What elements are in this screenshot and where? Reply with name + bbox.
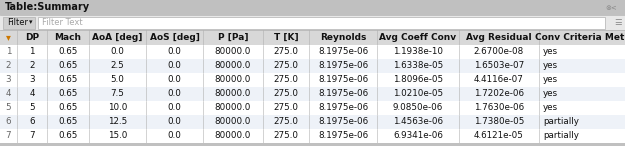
Text: 0.65: 0.65	[58, 89, 78, 99]
Text: 8.1975e-06: 8.1975e-06	[318, 104, 368, 113]
Text: 1.8096e-05: 1.8096e-05	[393, 75, 443, 85]
Text: Table:Summary: Table:Summary	[5, 2, 90, 13]
Text: 0.0: 0.0	[168, 47, 181, 57]
Text: 1.6503e-07: 1.6503e-07	[474, 61, 524, 71]
Text: 12.5: 12.5	[108, 118, 127, 126]
Text: AoA [deg]: AoA [deg]	[92, 33, 142, 42]
Text: 275.0: 275.0	[274, 132, 299, 140]
Text: 275.0: 275.0	[274, 118, 299, 126]
Text: 8.1975e-06: 8.1975e-06	[318, 132, 368, 140]
Text: 0.65: 0.65	[58, 75, 78, 85]
Bar	[3, 16, 35, 28]
Text: 0.0: 0.0	[168, 104, 181, 113]
Text: 2: 2	[6, 61, 11, 71]
Text: 80000.0: 80000.0	[215, 104, 251, 113]
Text: 8.1975e-06: 8.1975e-06	[318, 89, 368, 99]
Text: 1.7380e-05: 1.7380e-05	[474, 118, 524, 126]
Text: 10.0: 10.0	[108, 104, 127, 113]
Text: 0.0: 0.0	[168, 75, 181, 85]
Text: 80000.0: 80000.0	[215, 118, 251, 126]
Text: 1.7630e-06: 1.7630e-06	[474, 104, 524, 113]
Text: 8.1975e-06: 8.1975e-06	[318, 118, 368, 126]
Text: 8.1975e-06: 8.1975e-06	[318, 47, 368, 57]
Text: 5.0: 5.0	[111, 75, 124, 85]
Text: DP: DP	[25, 33, 39, 42]
Text: 4.4116e-07: 4.4116e-07	[474, 75, 524, 85]
Text: 3: 3	[6, 75, 11, 85]
Text: partially: partially	[543, 118, 579, 126]
Text: AoS [deg]: AoS [deg]	[149, 33, 199, 42]
Text: 2: 2	[29, 61, 35, 71]
Text: 3: 3	[29, 75, 35, 85]
Text: 80000.0: 80000.0	[215, 75, 251, 85]
Text: yes: yes	[543, 61, 558, 71]
Text: Mach: Mach	[54, 33, 81, 42]
Text: 0.0: 0.0	[168, 132, 181, 140]
Text: 6: 6	[6, 118, 11, 126]
Text: Avg Residual: Avg Residual	[466, 33, 532, 42]
Text: 6: 6	[29, 118, 35, 126]
Bar	[38, 16, 605, 28]
Text: 0.0: 0.0	[168, 118, 181, 126]
Text: 0.65: 0.65	[58, 104, 78, 113]
Text: 1.0210e-05: 1.0210e-05	[393, 89, 443, 99]
Text: 4: 4	[6, 89, 11, 99]
Text: ▾: ▾	[6, 33, 11, 42]
Text: ☰: ☰	[614, 18, 622, 27]
Text: 80000.0: 80000.0	[215, 132, 251, 140]
Text: 7: 7	[29, 132, 35, 140]
Text: 1: 1	[29, 47, 35, 57]
Text: 1.4563e-06: 1.4563e-06	[393, 118, 443, 126]
Text: yes: yes	[543, 47, 558, 57]
Text: 9.0850e-06: 9.0850e-06	[393, 104, 443, 113]
Text: 1.7202e-06: 1.7202e-06	[474, 89, 524, 99]
Text: 0.65: 0.65	[58, 132, 78, 140]
Text: 0.65: 0.65	[58, 61, 78, 71]
Text: 8.1975e-06: 8.1975e-06	[318, 75, 368, 85]
Text: P [Pa]: P [Pa]	[217, 33, 248, 42]
Text: Conv Criteria Met?: Conv Criteria Met?	[535, 33, 625, 42]
Text: 275.0: 275.0	[274, 61, 299, 71]
Text: 0.0: 0.0	[168, 89, 181, 99]
Text: 80000.0: 80000.0	[215, 47, 251, 57]
Text: 6.9341e-06: 6.9341e-06	[393, 132, 443, 140]
Text: 0.65: 0.65	[58, 47, 78, 57]
Text: partially: partially	[543, 132, 579, 140]
Text: Avg Coeff Conv: Avg Coeff Conv	[379, 33, 456, 42]
Text: yes: yes	[543, 75, 558, 85]
Text: 15.0: 15.0	[108, 132, 127, 140]
Text: 275.0: 275.0	[274, 104, 299, 113]
Text: 5: 5	[29, 104, 35, 113]
Text: 275.0: 275.0	[274, 89, 299, 99]
Text: yes: yes	[543, 89, 558, 99]
Text: 2.6700e-08: 2.6700e-08	[474, 47, 524, 57]
Text: 7: 7	[6, 132, 11, 140]
Text: 80000.0: 80000.0	[215, 61, 251, 71]
Text: Filter Text: Filter Text	[42, 18, 82, 27]
Text: 1: 1	[6, 47, 11, 57]
Text: 4: 4	[29, 89, 35, 99]
Text: ⊗<: ⊗<	[605, 5, 617, 11]
Text: 1.1938e-10: 1.1938e-10	[393, 47, 443, 57]
Text: 275.0: 275.0	[274, 75, 299, 85]
Text: ▾: ▾	[29, 20, 32, 26]
Text: 5: 5	[6, 104, 11, 113]
Text: 0.0: 0.0	[168, 61, 181, 71]
Text: yes: yes	[543, 104, 558, 113]
Text: 275.0: 275.0	[274, 47, 299, 57]
Text: 7.5: 7.5	[111, 89, 124, 99]
Text: Filter: Filter	[7, 18, 28, 27]
Text: T [K]: T [K]	[274, 33, 298, 42]
Text: 80000.0: 80000.0	[215, 89, 251, 99]
Text: 0.0: 0.0	[111, 47, 124, 57]
Text: 4.6121e-05: 4.6121e-05	[474, 132, 524, 140]
Text: 8.1975e-06: 8.1975e-06	[318, 61, 368, 71]
Text: 1.6338e-05: 1.6338e-05	[393, 61, 443, 71]
Text: 0.65: 0.65	[58, 118, 78, 126]
Text: Reynolds: Reynolds	[320, 33, 366, 42]
Text: 2.5: 2.5	[111, 61, 124, 71]
